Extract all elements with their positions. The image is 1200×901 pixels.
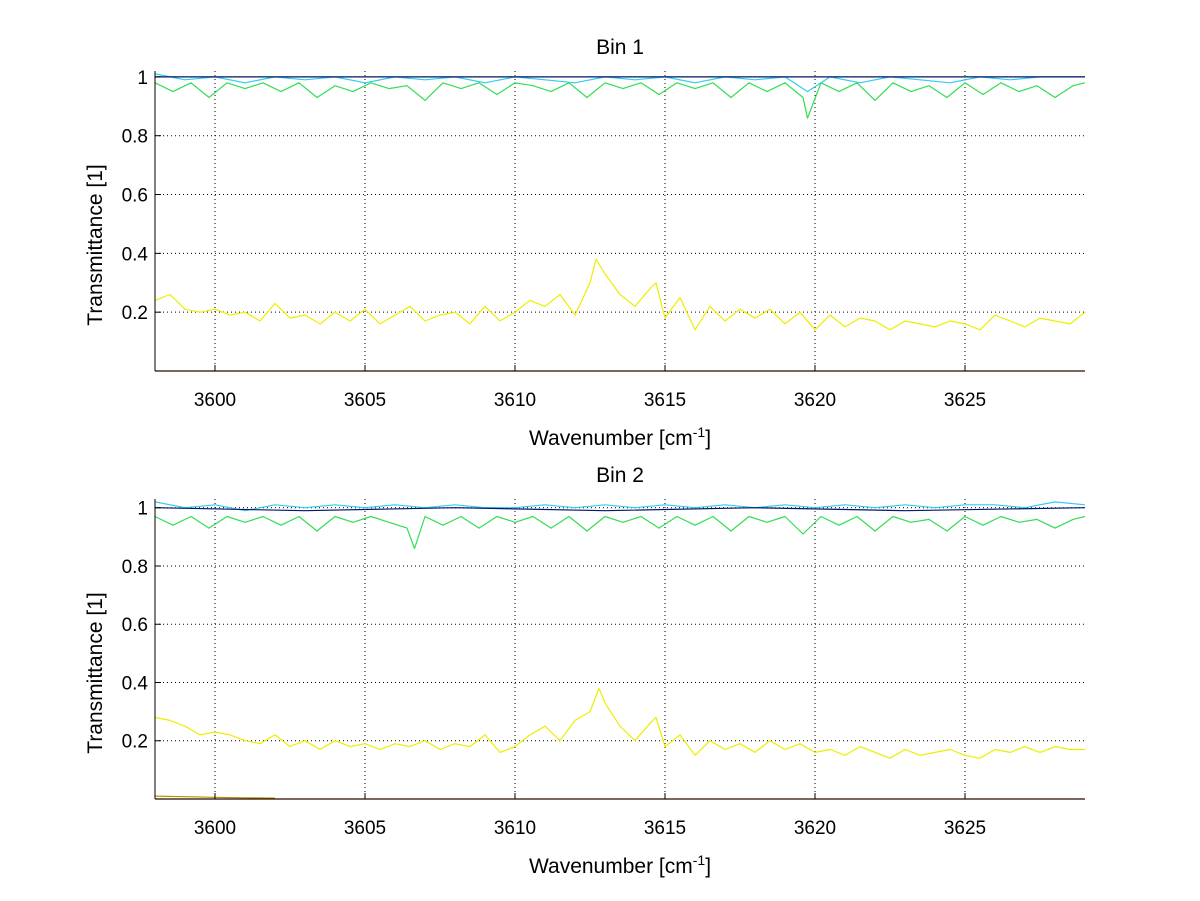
- x-tick-label: 3610: [494, 390, 536, 411]
- y-tick-label: 1: [137, 499, 148, 520]
- y-tick-label: 0.6: [122, 186, 148, 207]
- y-tick-label: 0.8: [122, 557, 148, 578]
- x-axis-label: Wavenumber [cm-1]: [529, 852, 711, 878]
- y-tick-label: 0.2: [122, 732, 148, 753]
- x-axis-label: Wavenumber [cm-1]: [529, 424, 711, 450]
- chart-title: Bin 1: [596, 36, 644, 59]
- y-axis-label: Transmittance [1]: [84, 164, 107, 325]
- plot-area: [155, 71, 1085, 371]
- y-tick-label: 1: [137, 68, 148, 89]
- y-tick-label: 0.8: [122, 127, 148, 148]
- x-tick-label: 3615: [644, 818, 686, 839]
- y-tick-label: 0.2: [122, 303, 148, 324]
- series-navy: [154, 507, 1086, 512]
- y-tick-label: 0.4: [122, 673, 149, 694]
- x-axis-label-main: Wavenumber [cm: [529, 427, 693, 450]
- x-tick-label: 3600: [194, 818, 236, 839]
- x-tick-label: 3605: [344, 390, 386, 411]
- x-tick-label: 3625: [944, 390, 986, 411]
- x-tick-label: 3600: [194, 390, 236, 411]
- series-green: [154, 515, 1086, 550]
- x-tick-label: 3610: [494, 818, 536, 839]
- plot-area: [155, 499, 1085, 799]
- x-axis-label-superscript: -1: [693, 424, 706, 440]
- chart-title: Bin 2: [596, 464, 644, 487]
- x-axis-label-suffix: ]: [705, 427, 711, 450]
- series-yellow: [154, 258, 1086, 331]
- x-tick-label: 3625: [944, 818, 986, 839]
- x-axis-label-superscript: -1: [693, 852, 706, 868]
- x-tick-label: 3605: [344, 818, 386, 839]
- x-tick-label: 3615: [644, 390, 686, 411]
- y-axis-label: Transmittance [1]: [84, 592, 107, 753]
- chart-1: 3600 3605 3610 3615 3620 3625 0.2 0.4 0.6 0.8 1 Bin…: [84, 36, 1086, 450]
- series-green: [154, 82, 1086, 119]
- x-tick-label: 3620: [794, 390, 836, 411]
- series-cyan: [154, 73, 1085, 93]
- series-yellow: [154, 687, 1085, 759]
- x-axis-label-main: Wavenumber [cm: [529, 855, 693, 878]
- chart-2: 3600 3605 3610 3615 3620 3625 0.2 0.4 0.6 0.8 1 Bin…: [84, 464, 1086, 878]
- x-tick-label: 3620: [794, 818, 836, 839]
- y-tick-label: 0.4: [122, 244, 149, 265]
- series-cyan: [154, 501, 1086, 512]
- y-tick-label: 0.6: [122, 615, 148, 636]
- x-axis-label-suffix: ]: [705, 855, 711, 878]
